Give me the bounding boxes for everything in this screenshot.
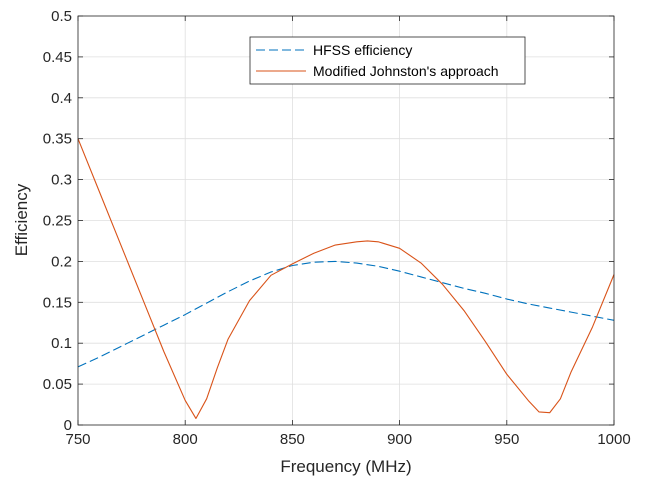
legend-box: [249, 36, 526, 85]
y-axis-label: Efficiency: [12, 183, 31, 256]
y-tick-label: 0.35: [43, 131, 72, 148]
x-tick-label: 950: [494, 431, 519, 448]
tick-marks: [77, 15, 615, 426]
series-line-hfss-efficiency: [77, 260, 615, 368]
x-axis-label: Frequency (MHz): [280, 457, 411, 476]
y-tick-label: 0: [64, 417, 72, 434]
y-tick-label: 0.05: [43, 376, 72, 393]
y-tick-label: 0.4: [51, 90, 72, 107]
y-tick-label: 0.15: [43, 294, 72, 311]
y-tick-label: 0.25: [43, 213, 72, 230]
x-tick-label: 800: [173, 431, 198, 448]
y-tick-label: 0.1: [51, 335, 72, 352]
x-tick-label: 1000: [597, 431, 630, 448]
x-tick-label: 750: [65, 431, 90, 448]
legend-label-hfss-efficiency: HFSS efficiency: [313, 42, 412, 58]
series-layer: [77, 138, 615, 420]
x-tick-label: 850: [280, 431, 305, 448]
y-tick-label: 0.2: [51, 253, 72, 270]
y-tick-label: 0.45: [43, 49, 72, 66]
y-tick-label: 0.5: [51, 8, 72, 25]
x-tick-label: 900: [387, 431, 412, 448]
legend-label-modified-johnstons-approach: Modified Johnston's approach: [313, 63, 499, 79]
y-tick-label: 0.3: [51, 172, 72, 189]
tick-labels: 750 800 850 900 950 1000 0 0.05 0.1 0.15 0.2 0.25 0.…: [43, 8, 631, 448]
series-line-modified-johnston-s-approach: [77, 138, 615, 420]
legend: HFSS efficiency Modified Johnston's appr…: [249, 36, 526, 85]
